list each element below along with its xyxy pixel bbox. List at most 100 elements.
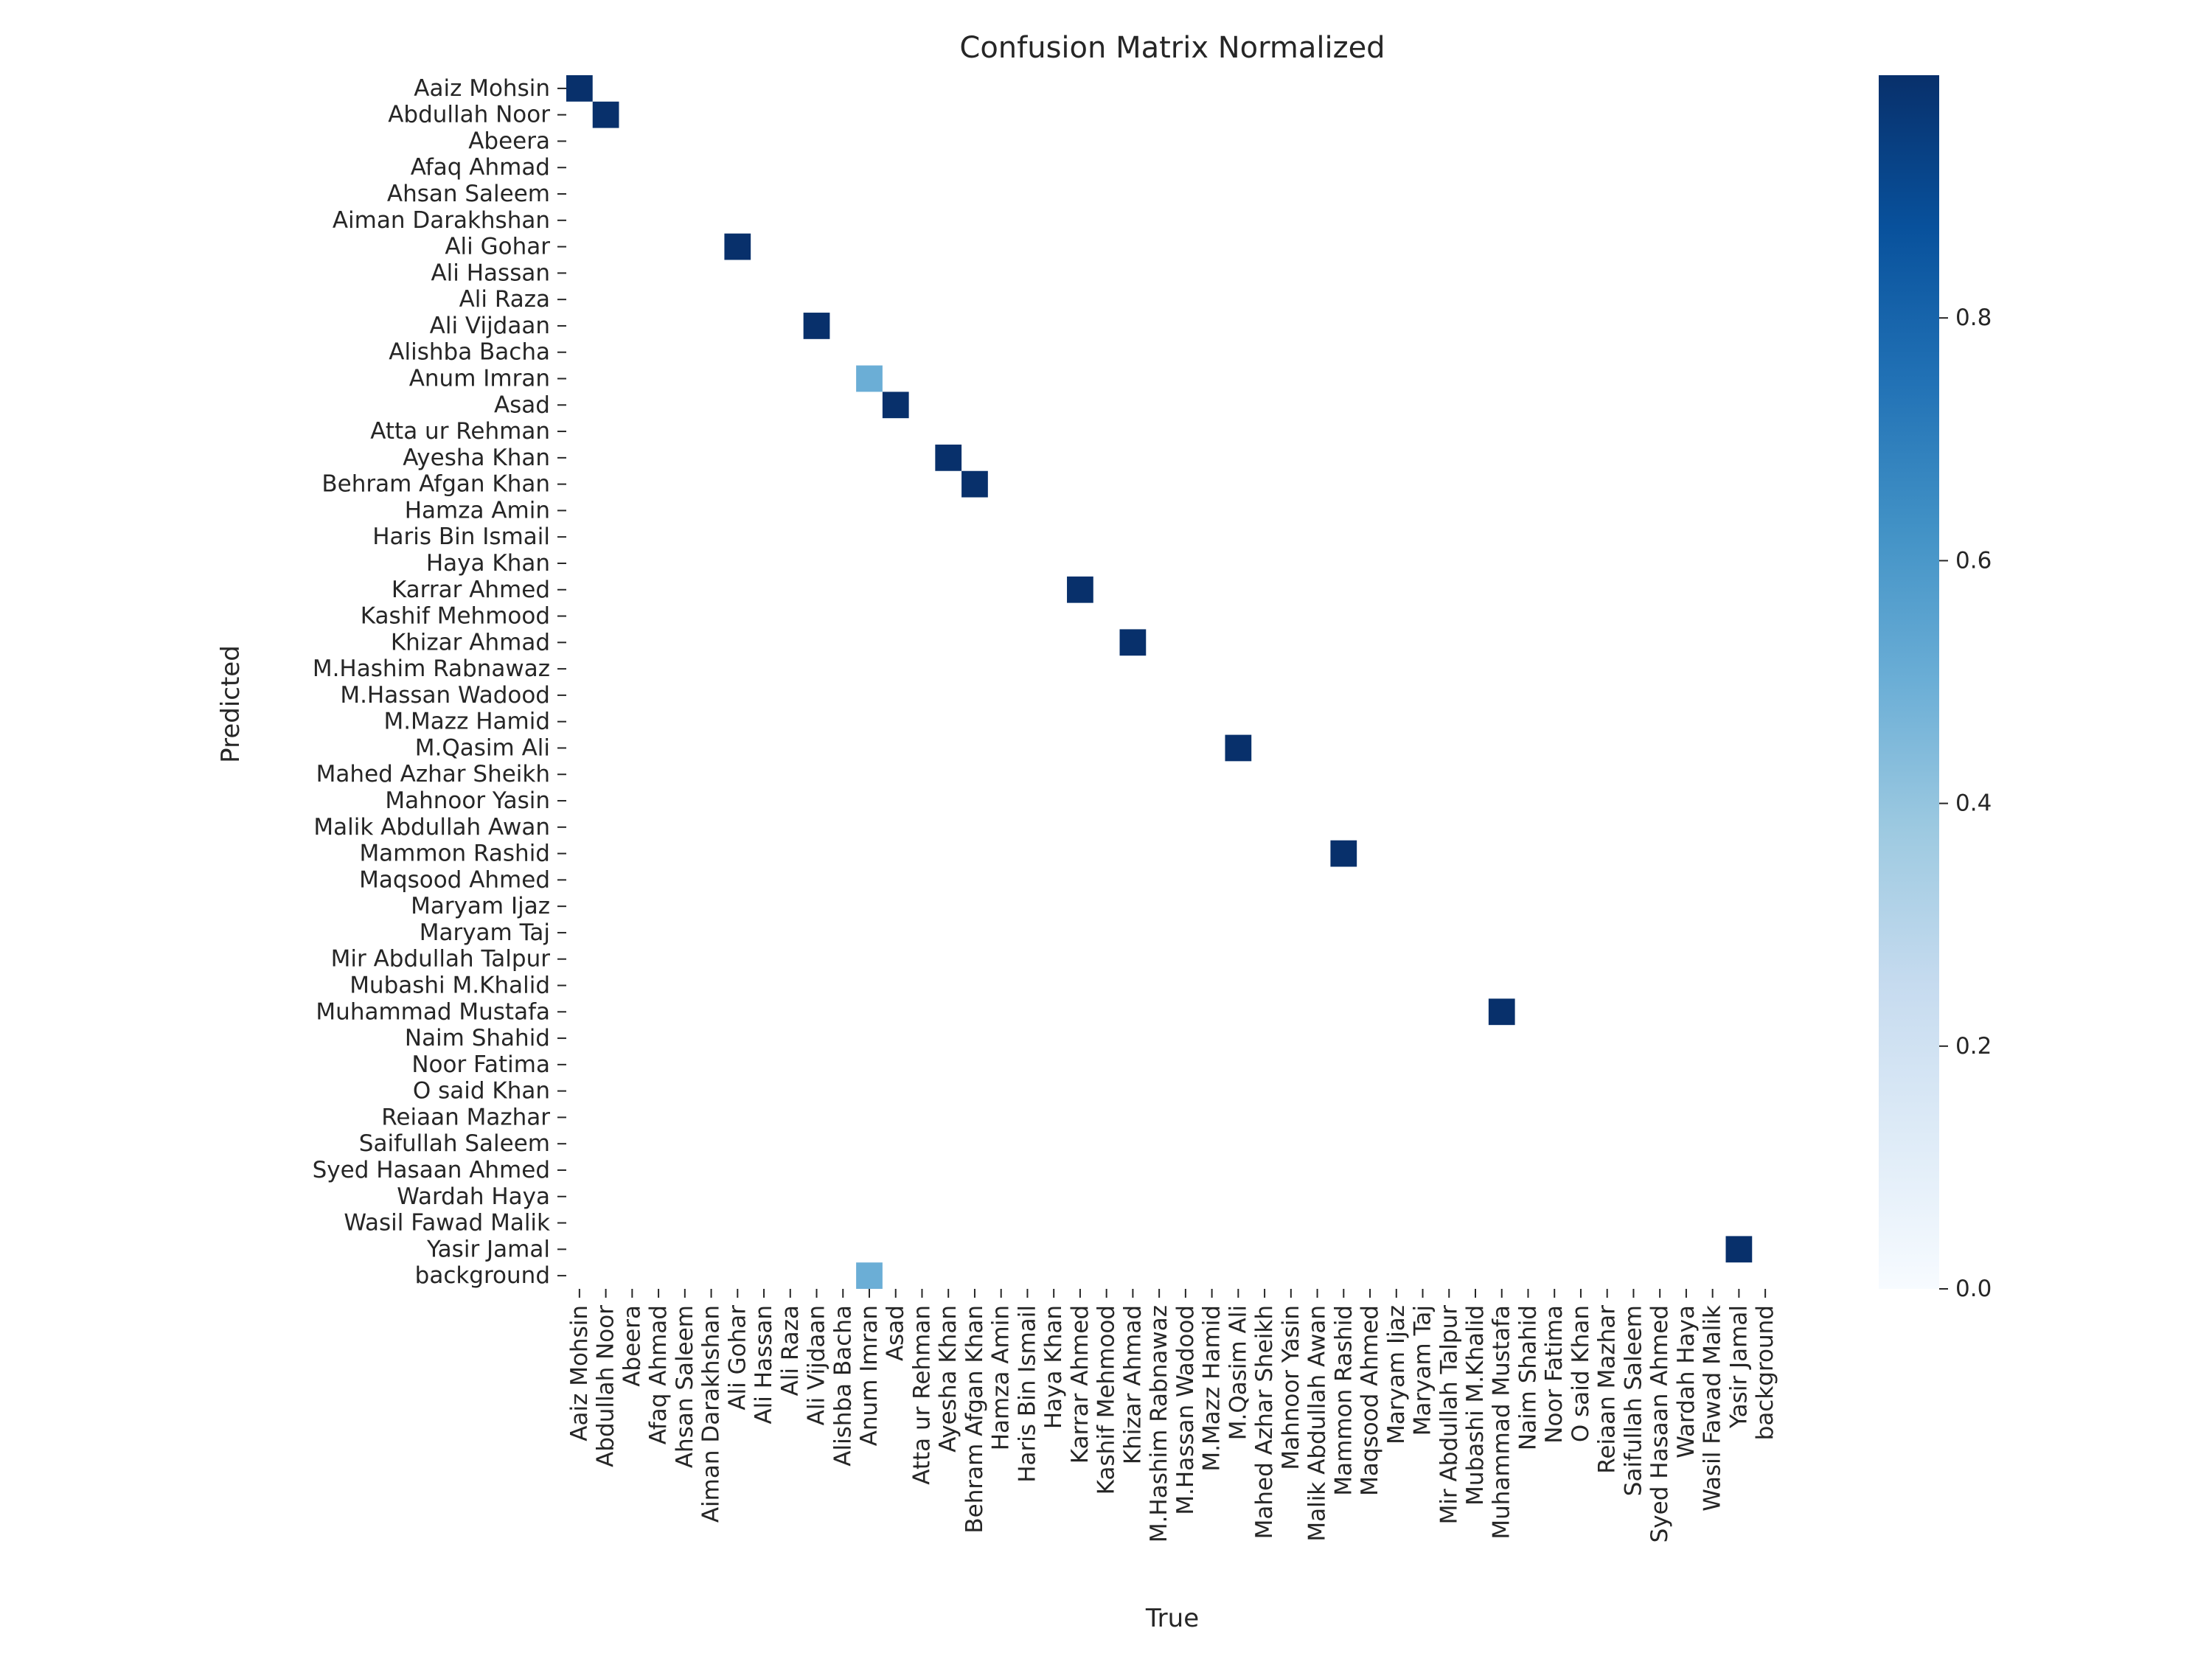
y-tick-label: M.Qasim Ali (415, 734, 550, 761)
y-tick-label: Ali Vijdaan (430, 313, 550, 339)
x-tick-label: background (1752, 1305, 1778, 1440)
heatmap-cell (566, 75, 593, 102)
x-tick-label: Mahed Azhar Sheikh (1251, 1305, 1278, 1539)
heatmap-cell (1488, 998, 1515, 1026)
x-tick-label: Aiman Darakhshan (698, 1305, 725, 1523)
y-tick-label: Syed Hasaan Ahmed (313, 1157, 550, 1183)
y-tick-label: Ali Gohar (445, 234, 550, 260)
x-tick-labels: Aaiz Mohsin Abdullah Noor Abeera Afaq Ahmad… (566, 1289, 1778, 1543)
y-tick-label: Haris Bin Ismail (372, 524, 550, 550)
x-tick-label: Naim Shahid (1514, 1305, 1541, 1450)
y-tick-label: Karrar Ahmed (392, 577, 550, 603)
x-tick-label: Khizar Ahmad (1119, 1305, 1146, 1464)
y-tick-label: Yasir Jamal (426, 1236, 550, 1262)
y-tick-label: Ali Raza (459, 286, 550, 313)
y-tick-label: Asad (494, 392, 550, 418)
y-tick-label: Mubashi M.Khalid (349, 973, 550, 999)
x-tick-label: M.Qasim Ali (1225, 1305, 1251, 1440)
x-tick-label: Noor Fatima (1541, 1305, 1568, 1444)
y-tick-label: Muhammad Mustafa (316, 998, 550, 1025)
y-tick-label: Mahnoor Yasin (385, 787, 550, 814)
heatmap-cell (856, 365, 883, 392)
y-tick-label: Mir Abdullah Talpur (331, 946, 551, 973)
x-tick-label: Atta ur Rehman (908, 1305, 935, 1485)
x-tick-label: Syed Hasaan Ahmed (1646, 1305, 1673, 1543)
x-tick-label: Ali Gohar (724, 1305, 751, 1411)
y-tick-label: Aaiz Mohsin (414, 75, 550, 102)
x-tick-label: Haya Khan (1040, 1305, 1067, 1429)
y-axis-label: Predicted (216, 645, 246, 763)
x-tick-label: Karrar Ahmed (1067, 1305, 1093, 1464)
colorbar (1879, 75, 1939, 1289)
y-tick-label: Saifullah Saleem (359, 1130, 550, 1157)
x-tick-label: Hamza Amin (988, 1305, 1015, 1450)
colorbar-tick-label: 0.2 (1955, 1033, 1992, 1060)
x-tick-label: Maqsood Ahmed (1357, 1305, 1383, 1496)
x-tick-label: Aaiz Mohsin (566, 1305, 593, 1441)
heatmap-cell (1725, 1236, 1753, 1263)
colorbar-tick-label: 0.6 (1955, 547, 1992, 574)
y-tick-label: Wardah Haya (397, 1183, 550, 1210)
heatmap-cell (961, 470, 988, 498)
y-tick-label: Atta ur Rehman (370, 418, 550, 445)
heatmap-cell (935, 444, 962, 471)
x-tick-label: Yasir Jamal (1725, 1305, 1752, 1429)
y-tick-label: Kashif Mehmood (361, 603, 550, 630)
x-tick-label: Alishba Bacha (830, 1305, 856, 1467)
x-tick-label: Behram Afgan Khan (961, 1305, 988, 1534)
x-tick-label: Ali Raza (777, 1305, 804, 1396)
y-tick-label: Wasil Fawad Malik (344, 1210, 550, 1237)
x-tick-label: Ali Vijdaan (804, 1305, 830, 1425)
heatmap-cell (803, 313, 830, 339)
y-tick-label: Haya Khan (426, 550, 550, 577)
y-tick-label: M.Mazz Hamid (383, 709, 550, 735)
x-tick-label: Afaq Ahmad (645, 1305, 672, 1444)
colorbar-tick-label: 0.0 (1955, 1276, 1992, 1302)
x-tick-label: Wasil Fawad Malik (1700, 1305, 1726, 1512)
heatmap-cell (882, 392, 909, 419)
y-tick-label: Hamza Amin (405, 497, 550, 524)
x-tick-label: Asad (883, 1305, 909, 1361)
x-tick-label: Wardah Haya (1673, 1305, 1700, 1458)
x-tick-label: Maryam Taj (1410, 1305, 1436, 1436)
x-tick-label: Mubashi M.Khalid (1462, 1305, 1489, 1506)
x-tick-label: Ahsan Saleem (672, 1305, 698, 1468)
y-tick-label: Mahed Azhar Sheikh (316, 761, 550, 787)
heatmap-cell (1330, 840, 1357, 867)
y-tick-label: Ahsan Saleem (387, 181, 550, 207)
heatmap-cell (1119, 629, 1147, 656)
y-tick-label: M.Hashim Rabnawaz (313, 655, 550, 682)
heatmap-cell (1225, 734, 1252, 762)
y-tick-label: Maryam Ijaz (411, 893, 550, 919)
y-tick-label: Alishba Bacha (389, 339, 550, 366)
chart-title: Confusion Matrix Normalized (959, 31, 1385, 65)
y-tick-label: Khizar Ahmad (391, 629, 550, 655)
y-tick-label: Mammon Rashid (359, 841, 550, 867)
y-tick-label: Maqsood Ahmed (359, 866, 550, 893)
colorbar-tick-label: 0.4 (1955, 790, 1992, 817)
y-tick-label: background (415, 1262, 550, 1289)
y-tick-label: Noor Fatima (411, 1051, 550, 1078)
heatmap-cell (592, 101, 619, 128)
x-tick-label: Malik Abdullah Awan (1304, 1305, 1331, 1542)
x-tick-label: M.Mazz Hamid (1199, 1305, 1225, 1472)
y-tick-label: Maryam Taj (420, 919, 550, 946)
x-tick-label: Saifullah Saleem (1620, 1305, 1646, 1496)
heatmap-cell (856, 1262, 883, 1289)
y-tick-label: Abeera (468, 128, 550, 154)
colorbar-ticks: 0.0 0.2 0.4 0.6 0.8 (1939, 305, 1992, 1302)
y-tick-label: Ali Hassan (431, 260, 550, 286)
x-tick-label: Abeera (619, 1305, 645, 1387)
x-tick-label: Abdullah Noor (593, 1305, 619, 1467)
x-tick-label: Anum Imran (856, 1305, 883, 1446)
x-tick-label: Maryam Ijaz (1383, 1305, 1410, 1444)
heatmap-cell (724, 233, 751, 260)
colorbar-tick-label: 0.8 (1955, 305, 1992, 331)
y-tick-label: Reiaan Mazhar (381, 1104, 550, 1130)
x-tick-label: Mahnoor Yasin (1278, 1305, 1304, 1470)
y-tick-label: M.Hassan Wadood (340, 682, 550, 709)
y-tick-label: Behram Afgan Khan (321, 471, 550, 498)
